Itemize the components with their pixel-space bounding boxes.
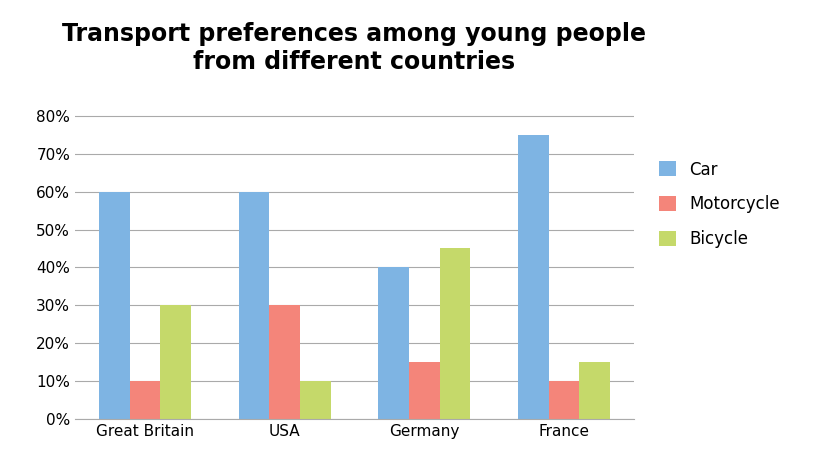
Bar [440,248,470,419]
Bar [98,192,129,419]
Bar [160,305,191,419]
Title: Transport preferences among young people
from different countries: Transport preferences among young people… [63,22,646,74]
Bar [239,192,269,419]
Bar [518,135,549,419]
Legend: Car, Motorcycle, Bicycle: Car, Motorcycle, Bicycle [659,161,780,248]
Bar [409,362,440,419]
Bar [129,381,160,419]
Bar [300,381,331,419]
Bar [580,362,610,419]
Bar [378,268,409,419]
Bar [549,381,580,419]
Bar [269,305,300,419]
